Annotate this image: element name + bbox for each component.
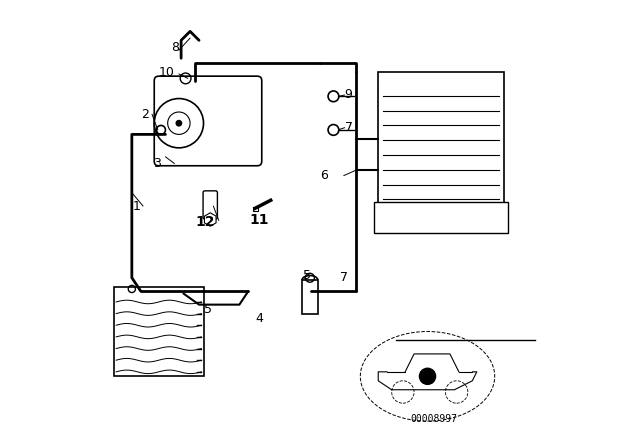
Bar [253,207,258,211]
Text: 6: 6 [321,169,328,182]
Text: 1: 1 [133,199,141,213]
Text: 2: 2 [141,108,149,121]
Text: 8: 8 [171,40,179,54]
Text: 11: 11 [250,212,269,227]
Text: 4: 4 [255,311,264,325]
Bar [374,202,508,233]
FancyBboxPatch shape [154,76,262,166]
Bar [114,287,204,376]
Text: 7: 7 [340,271,348,284]
Text: 7: 7 [345,121,353,134]
Text: 3: 3 [153,157,161,170]
FancyBboxPatch shape [203,191,218,219]
Text: 9: 9 [345,88,353,102]
Circle shape [419,368,436,384]
Bar [302,280,318,314]
Circle shape [176,121,182,126]
Text: 10: 10 [159,66,174,79]
Bar [378,72,504,206]
Text: 12: 12 [195,215,214,229]
Text: 5: 5 [303,269,310,282]
Text: 00008997: 00008997 [411,414,458,424]
Text: 5: 5 [204,302,212,316]
